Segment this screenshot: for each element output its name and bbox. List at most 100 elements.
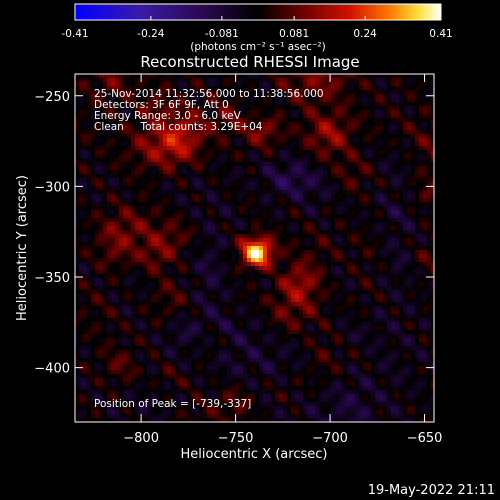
heatmap-cell <box>179 226 183 230</box>
heatmap-cell <box>203 146 207 150</box>
heatmap-cell <box>327 278 331 282</box>
heatmap-cell <box>355 194 359 198</box>
heatmap-cell <box>327 210 331 214</box>
heatmap-cell <box>87 106 91 110</box>
heatmap-cell <box>355 218 359 222</box>
heatmap-cell <box>75 130 79 134</box>
heatmap-cell <box>187 166 191 170</box>
heatmap-cell <box>223 202 227 206</box>
heatmap-cell <box>171 178 175 182</box>
heatmap-cell <box>287 106 291 110</box>
heatmap-cell <box>95 146 99 150</box>
heatmap-cell <box>259 206 263 210</box>
heatmap-cell <box>183 290 187 294</box>
heatmap-cell <box>143 278 147 282</box>
heatmap-cell <box>291 270 295 274</box>
heatmap-cell <box>115 222 119 226</box>
heatmap-cell <box>115 206 119 210</box>
heatmap-cell <box>155 210 159 214</box>
heatmap-cell <box>139 278 143 282</box>
heatmap-cell <box>135 86 139 90</box>
colorbar-tick-label: 0.24 <box>353 28 377 40</box>
heatmap-cell <box>299 186 303 190</box>
heatmap-cell <box>327 274 331 278</box>
heatmap-cell <box>283 74 287 78</box>
heatmap-cell <box>327 226 331 230</box>
heatmap-cell <box>415 194 419 198</box>
heatmap-cell <box>295 162 299 166</box>
heatmap-cell <box>395 214 399 218</box>
heatmap-cell <box>183 262 187 266</box>
heatmap-cell <box>263 254 267 258</box>
heatmap-cell <box>311 258 315 262</box>
heatmap-cell <box>255 234 259 238</box>
heatmap-cell <box>403 278 407 282</box>
heatmap-cell <box>191 218 195 222</box>
heatmap-cell <box>255 146 259 150</box>
heatmap-cell <box>195 98 199 102</box>
heatmap-cell <box>259 266 263 270</box>
heatmap-cell <box>335 174 339 178</box>
heatmap-cell <box>299 254 303 258</box>
heatmap-cell <box>367 286 371 290</box>
heatmap-cell <box>75 162 79 166</box>
heatmap-cell <box>423 174 427 178</box>
heatmap-cell <box>207 178 211 182</box>
heatmap-cell <box>179 282 183 286</box>
heatmap-cell <box>391 146 395 150</box>
heatmap-cell <box>123 246 127 250</box>
heatmap-cell <box>303 290 307 294</box>
heatmap-cell <box>335 86 339 90</box>
heatmap-cell <box>331 114 335 118</box>
heatmap-cell <box>271 94 275 98</box>
heatmap-cell <box>355 222 359 226</box>
heatmap-cell <box>367 250 371 254</box>
heatmap-cell <box>127 242 131 246</box>
heatmap-cell <box>219 206 223 210</box>
heatmap-cell <box>171 190 175 194</box>
heatmap-cell <box>259 250 263 254</box>
heatmap-cell <box>227 166 231 170</box>
heatmap-cell <box>251 114 255 118</box>
heatmap-cell <box>103 110 107 114</box>
heatmap-cell <box>199 290 203 294</box>
heatmap-cell <box>235 194 239 198</box>
heatmap-cell <box>399 182 403 186</box>
heatmap-cell <box>419 194 423 198</box>
heatmap-cell <box>275 102 279 106</box>
heatmap-cell <box>103 74 107 78</box>
heatmap-cell <box>371 110 375 114</box>
heatmap-cell <box>311 206 315 210</box>
heatmap-cell <box>99 166 103 170</box>
heatmap-cell <box>83 238 87 242</box>
heatmap-cell <box>251 150 255 154</box>
heatmap-cell <box>371 106 375 110</box>
heatmap-cell <box>415 106 419 110</box>
heatmap-cell <box>127 210 131 214</box>
heatmap-cell <box>271 286 275 290</box>
heatmap-cell <box>283 130 287 134</box>
heatmap-cell <box>331 138 335 142</box>
heatmap-cell <box>315 170 319 174</box>
heatmap-cell <box>395 138 399 142</box>
heatmap-cell <box>291 130 295 134</box>
heatmap-cell <box>415 230 419 234</box>
heatmap-cell <box>207 258 211 262</box>
heatmap-cell <box>203 290 207 294</box>
heatmap-cell <box>111 162 115 166</box>
heatmap-cell <box>227 186 231 190</box>
heatmap-cell <box>327 78 331 82</box>
heatmap-cell <box>111 274 115 278</box>
heatmap-cell <box>231 190 235 194</box>
heatmap-cell <box>223 174 227 178</box>
heatmap-cell <box>135 218 139 222</box>
heatmap-cell <box>167 202 171 206</box>
heatmap-cell <box>159 286 163 290</box>
heatmap-cell <box>215 122 219 126</box>
heatmap-cell <box>323 146 327 150</box>
heatmap-cell <box>351 102 355 106</box>
heatmap-cell <box>387 206 391 210</box>
heatmap-cell <box>179 134 183 138</box>
heatmap-cell <box>191 278 195 282</box>
heatmap-cell <box>91 158 95 162</box>
